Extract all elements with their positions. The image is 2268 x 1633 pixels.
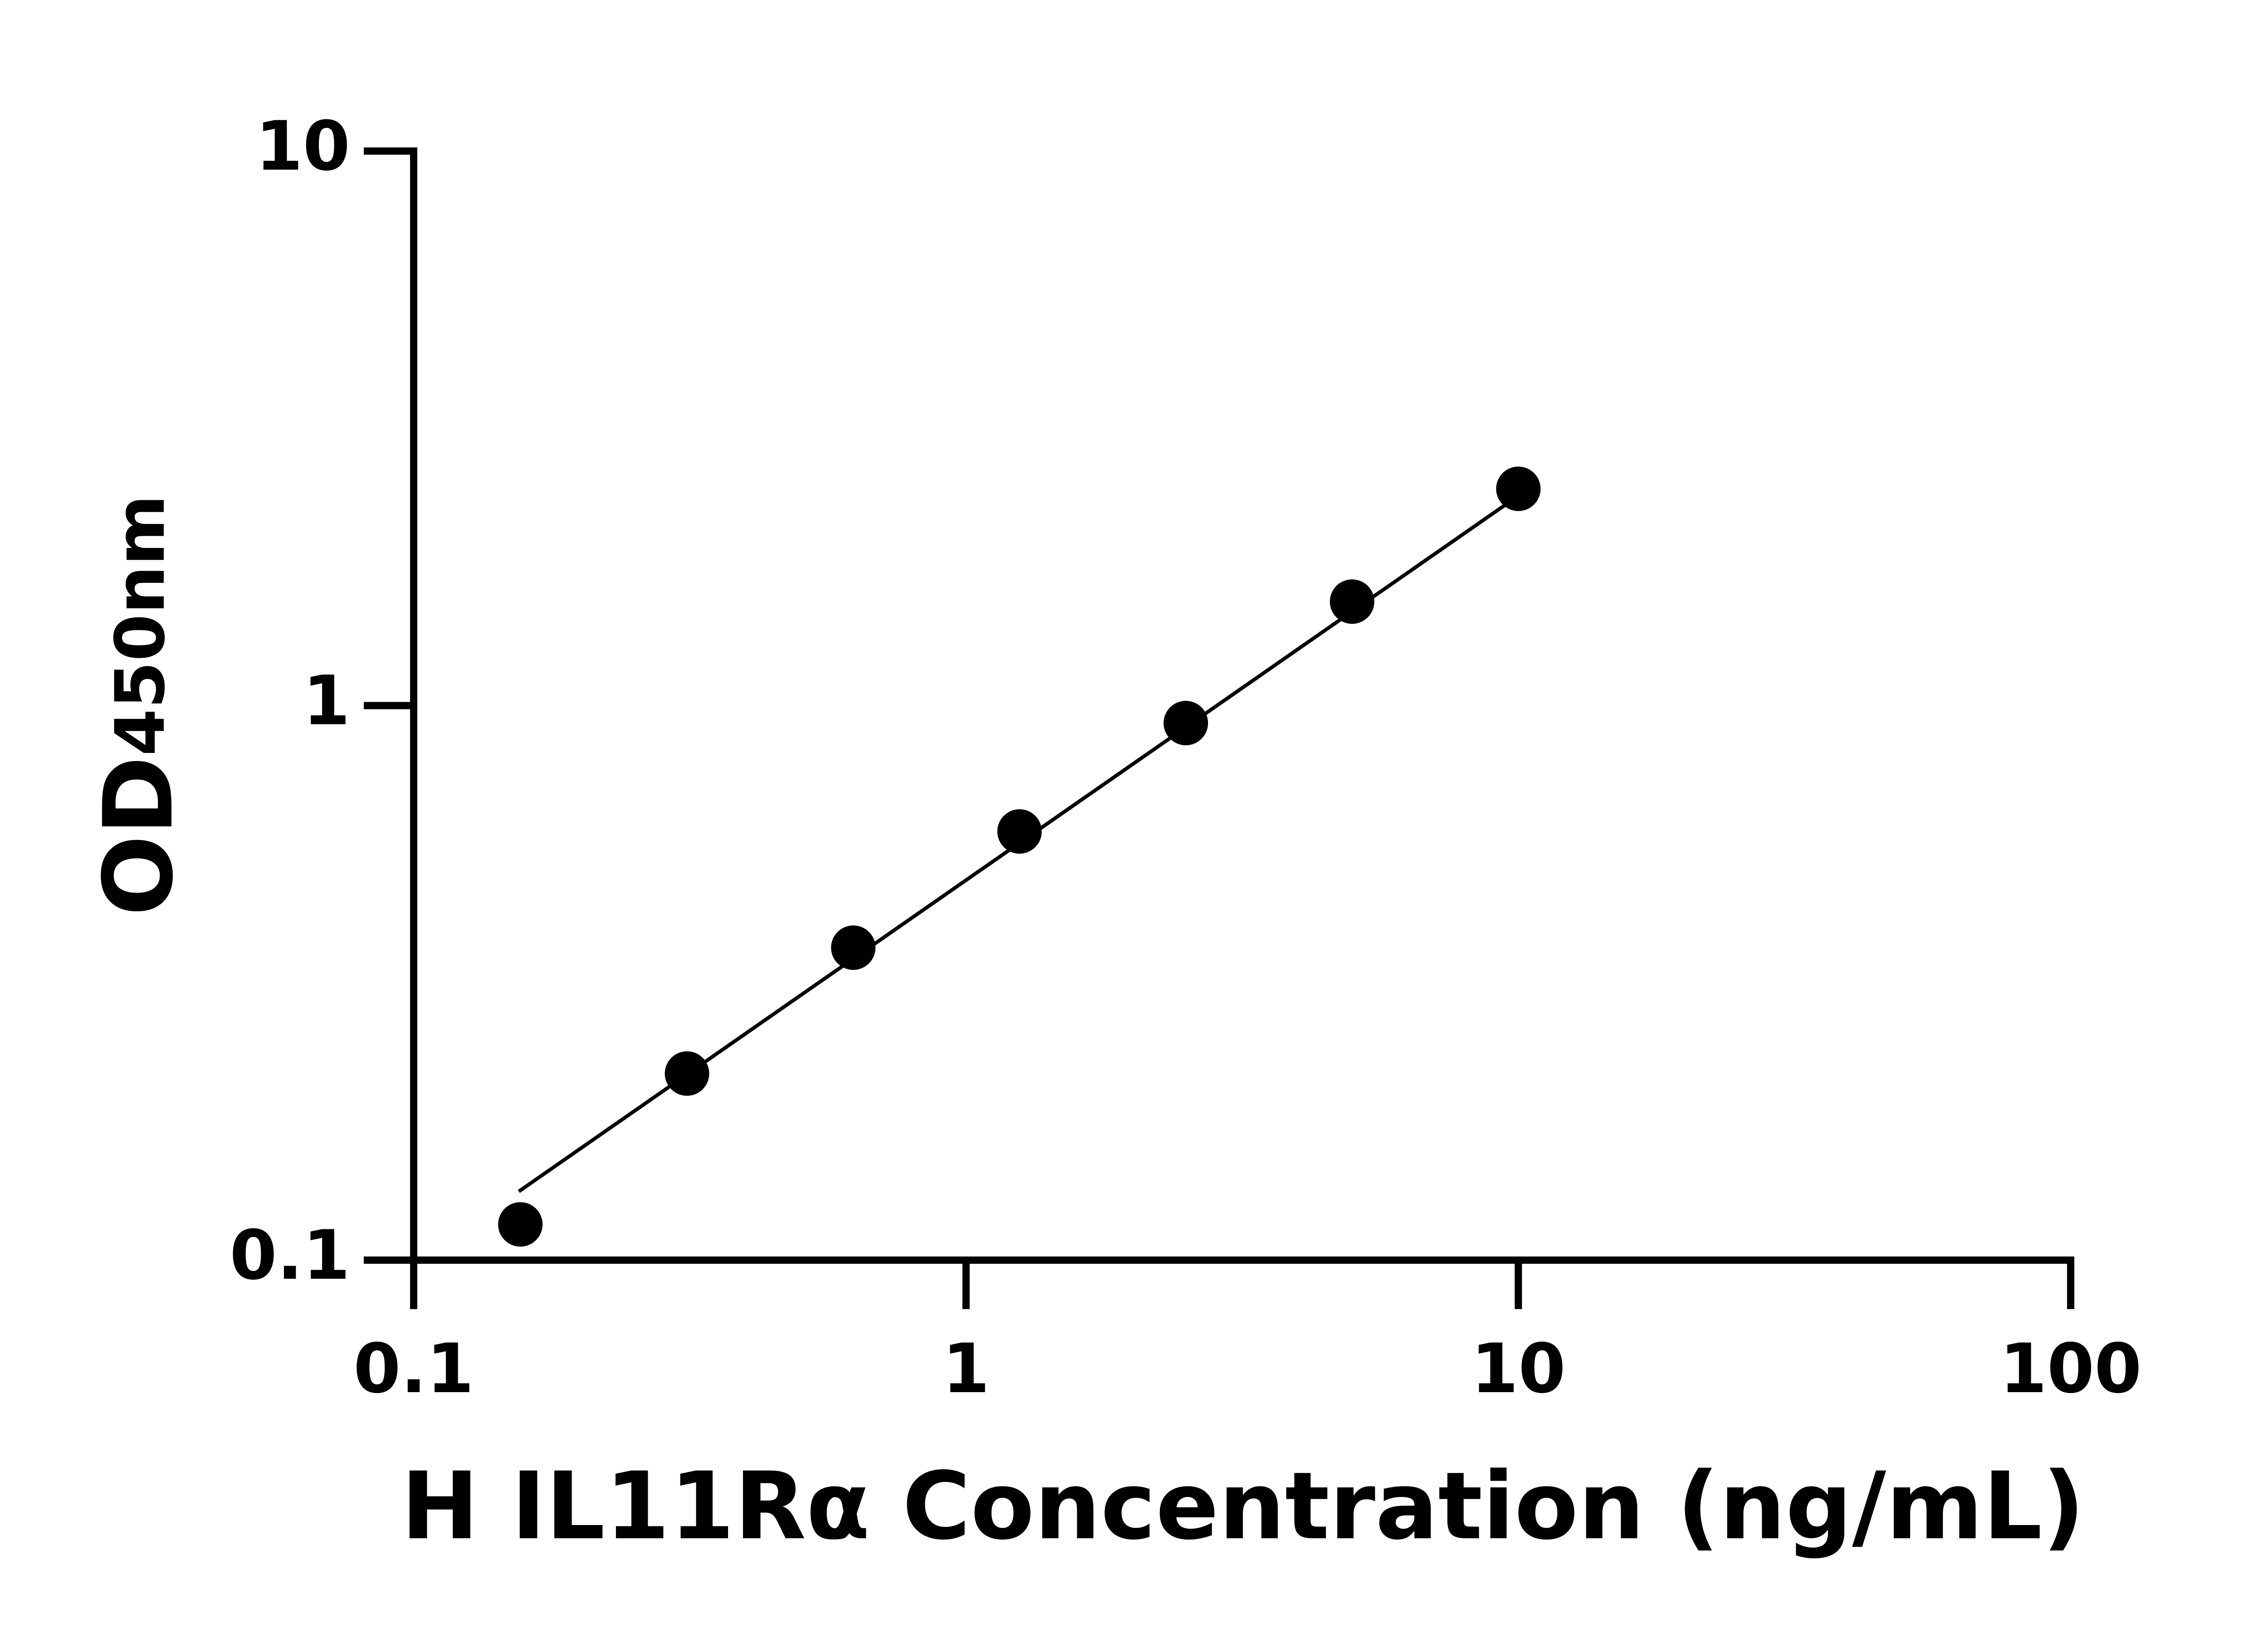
y-tick-label: 1: [303, 662, 350, 741]
y-axis-title: OD450nm: [83, 494, 194, 916]
x-axis-title: H IL11Rα Concentration (ng/mL): [401, 1452, 2085, 1560]
x-tick-label: 100: [1999, 1330, 2141, 1408]
data-point: [665, 1051, 709, 1096]
y-axis-title-main: OD: [83, 756, 194, 916]
x-tick-label: 1: [942, 1330, 989, 1408]
x-tick-label: 10: [1471, 1330, 1566, 1408]
data-point: [1496, 466, 1541, 511]
y-tick-label: 0.1: [230, 1216, 350, 1295]
x-tick-label: 0.1: [353, 1330, 474, 1408]
y-tick-label: 10: [255, 107, 350, 186]
y-axis-title-subscript: 450nm: [101, 494, 180, 756]
data-point: [498, 1202, 543, 1247]
data-point: [831, 925, 876, 970]
data-point: [1163, 701, 1208, 746]
data-point: [1330, 579, 1374, 624]
data-point: [997, 809, 1042, 854]
